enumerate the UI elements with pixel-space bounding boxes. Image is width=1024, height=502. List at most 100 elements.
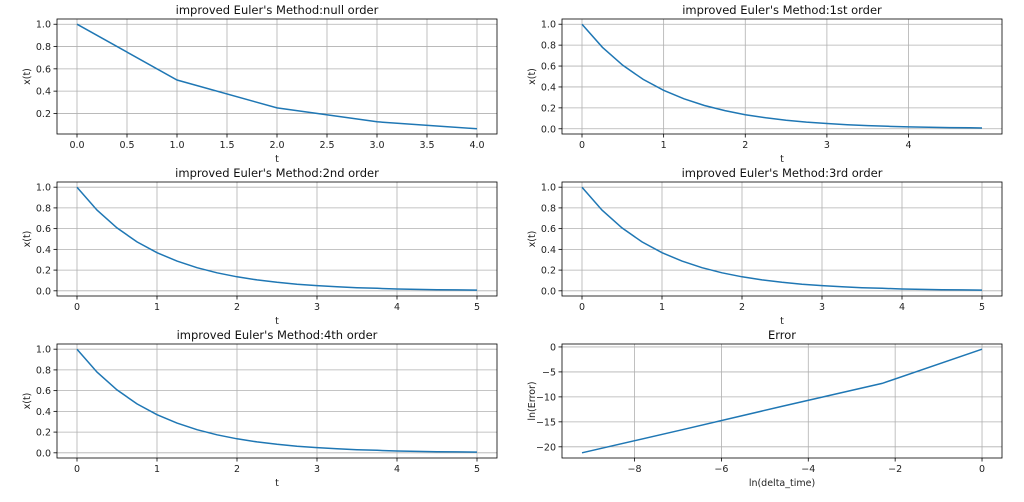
y-tick-label: 0.8 [36,42,51,53]
x-tick-label: 1 [154,302,160,313]
y-axis-label: x(t) [22,393,33,410]
y-tick-label: 0 [550,342,556,353]
y-tick-label: 0.0 [36,286,51,297]
y-tick-label: 0.2 [541,103,556,114]
x-axis-label: t [275,154,279,165]
x-tick-label: 2 [234,302,240,313]
y-tick-label: 0.2 [36,109,51,120]
y-tick-label: 0.6 [36,386,51,397]
x-tick-label: 2.0 [269,140,284,151]
y-tick-label: 0.4 [36,87,51,98]
x-axis-label: t [275,478,279,489]
subplot-4: 0 1 2 3 4 5 0.0 0.2 0.4 0.6 0.8 1.0 improved Euler's… [527,166,1003,327]
x-tick-label: 0.5 [119,140,134,151]
y-axis-label: x(t) [527,68,538,85]
y-tick-label: 0.6 [541,224,556,235]
x-tick-label: 3.0 [369,140,384,151]
y-tick-label: 0.8 [541,203,556,214]
axes-frame [561,343,1003,459]
x-tick-label: 5 [474,302,480,313]
y-tick-label: 0.6 [36,64,51,75]
y-tick-label: 0.4 [541,245,556,256]
x-tick-label: 3 [824,140,830,151]
series-line [76,348,478,453]
x-tick-label: 2 [234,464,240,475]
y-tick-label: 0.8 [36,365,51,376]
y-tick-label: 0.4 [541,82,556,93]
subplot-6: −8 −6 −4 −2 0−20−15−10−50Errorln(delta_time)… [527,328,1003,489]
x-tick-label: 0 [979,464,985,475]
x-tick-label: 1 [154,464,160,475]
y-axis-label: x(t) [22,231,33,248]
axes-frame [56,18,498,135]
y-tick-label: −15 [536,417,556,428]
series-line [581,348,983,454]
chart-title: improved Euler's Method:2nd order [175,166,379,180]
chart-title: Error [768,328,796,342]
x-axis-label: t [275,316,279,327]
x-axis-label: t [780,316,784,327]
x-tick-label: 4 [394,464,400,475]
chart-title: improved Euler's Method:null order [176,3,379,17]
x-tick-label: 0.0 [69,140,84,151]
x-tick-label: 5 [979,302,985,313]
y-tick-label: 0.8 [36,203,51,214]
y-tick-label: 0.0 [36,448,51,459]
x-tick-label: −6 [714,464,728,475]
y-tick-label: 0.0 [541,286,556,297]
x-tick-label: 2 [739,302,745,313]
chart-title: improved Euler's Method:3rd order [682,166,883,180]
x-tick-label: 1 [661,140,667,151]
series-line [581,23,983,129]
x-tick-label: 0 [74,464,80,475]
x-tick-label: 3 [314,464,320,475]
x-tick-label: 0 [579,140,585,151]
x-tick-label: 2 [742,140,748,151]
subplot-2: 0 1 2 3 4 0.0 0.2 0.4 0.6 0.8 1.0 improved Euler's … [527,3,1003,165]
series-line [76,186,478,291]
y-tick-label: −10 [536,392,556,403]
axes-frame [56,343,498,459]
x-tick-label: 4 [906,140,912,151]
y-tick-label: 0.2 [36,266,51,277]
x-tick-label: 0 [579,302,585,313]
x-tick-label: 1.0 [169,140,184,151]
x-tick-label: 3.5 [419,140,434,151]
y-axis-label: x(t) [22,68,33,85]
y-tick-label: 0.6 [541,62,556,73]
series-line [581,186,983,291]
x-tick-label: 4.0 [469,140,484,151]
x-tick-label: −8 [628,464,642,475]
subplot-1: 0.0 0.5 1.0 1.5 2.0 2.5 3.0 3.5 4.0 0.2 0.4 0.6 0.8 1… [22,3,498,165]
axes-frame [561,18,1003,135]
y-tick-label: 0.4 [36,407,51,418]
chart-title: improved Euler's Method:4th order [177,328,378,342]
subplot-5: 0 1 2 3 4 5 0.0 0.2 0.4 0.6 0.8 1.0 improved Euler's… [22,328,498,489]
x-axis-label: ln(delta_time) [749,478,815,489]
y-tick-label: −20 [536,442,556,453]
x-tick-label: 0 [74,302,80,313]
y-tick-label: 1.0 [541,20,556,31]
x-tick-label: 2.5 [319,140,334,151]
x-tick-label: 3 [314,302,320,313]
axes-frame [561,181,1003,297]
y-tick-label: 1.0 [36,345,51,356]
y-tick-label: 0.2 [541,266,556,277]
x-tick-label: 4 [394,302,400,313]
y-tick-label: 0.0 [541,124,556,135]
y-tick-label: −5 [542,367,556,378]
y-tick-label: 1.0 [36,20,51,31]
x-tick-label: 5 [474,464,480,475]
x-tick-label: 1 [659,302,665,313]
x-tick-label: 4 [899,302,905,313]
subplot-3: 0 1 2 3 4 5 0.0 0.2 0.4 0.6 0.8 1.0 improved Euler's… [22,166,498,327]
x-tick-label: −4 [801,464,815,475]
y-axis-label: x(t) [527,231,538,248]
y-tick-label: 0.4 [36,245,51,256]
y-tick-label: 1.0 [36,183,51,194]
x-axis-label: t [780,154,784,165]
x-tick-label: 3 [819,302,825,313]
y-tick-label: 1.0 [541,183,556,194]
series-line [76,23,478,130]
